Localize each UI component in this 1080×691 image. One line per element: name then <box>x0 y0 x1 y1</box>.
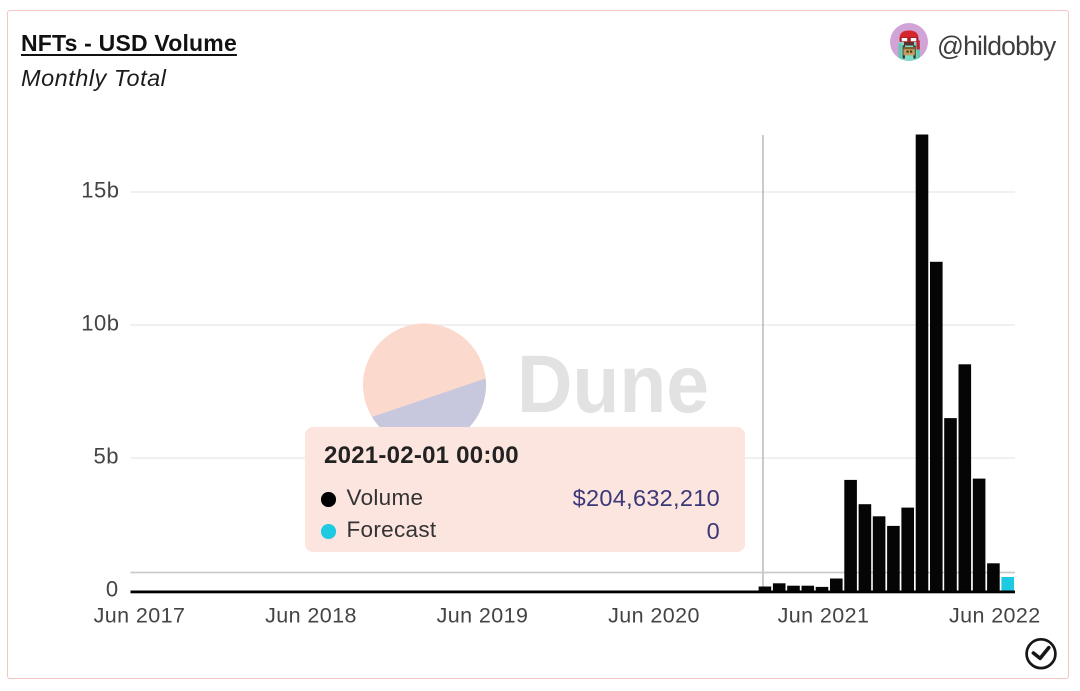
svg-text:Jun 2017: Jun 2017 <box>94 603 186 627</box>
svg-text:Jun 2020: Jun 2020 <box>608 603 700 627</box>
svg-text:5b: 5b <box>94 444 119 469</box>
svg-text:Dune: Dune <box>517 339 709 430</box>
svg-text:10b: 10b <box>81 311 119 336</box>
svg-text:0: 0 <box>106 577 119 602</box>
svg-text:Jun 2022: Jun 2022 <box>949 603 1041 627</box>
svg-text:15b: 15b <box>81 178 119 203</box>
svg-text:Jun 2019: Jun 2019 <box>437 603 529 627</box>
svg-text:Jun 2018: Jun 2018 <box>265 603 357 627</box>
svg-text:Jun 2021: Jun 2021 <box>778 603 870 627</box>
